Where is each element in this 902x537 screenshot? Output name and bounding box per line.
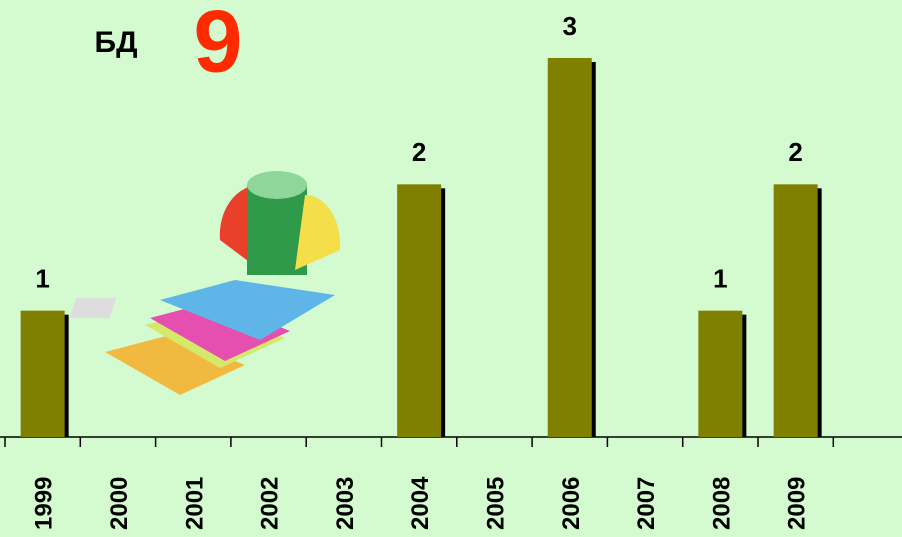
x-tick-label: 2008 bbox=[708, 477, 735, 530]
bar bbox=[547, 58, 592, 437]
clip-art bbox=[69, 171, 341, 395]
x-tick-label: 2004 bbox=[407, 476, 434, 530]
data-label: 2 bbox=[412, 137, 426, 167]
bar bbox=[20, 310, 65, 437]
data-label: 1 bbox=[713, 264, 727, 294]
x-tick-label: 2003 bbox=[332, 477, 359, 530]
badge: 9 bbox=[194, 0, 243, 90]
bar bbox=[773, 184, 818, 437]
x-tick-label: 2007 bbox=[633, 477, 660, 530]
x-tick-label: 2009 bbox=[784, 477, 811, 530]
bar bbox=[397, 184, 442, 437]
x-tick-label: 2002 bbox=[257, 477, 284, 530]
x-tick-label: 2000 bbox=[106, 477, 133, 530]
x-tick-label: 2006 bbox=[558, 477, 585, 530]
data-label: 1 bbox=[35, 264, 49, 294]
x-tick-label: 2005 bbox=[482, 477, 509, 530]
data-label: 3 bbox=[563, 11, 577, 41]
chart-title: БД bbox=[95, 26, 138, 59]
x-tick-label: 2001 bbox=[181, 477, 208, 530]
data-label: 2 bbox=[788, 137, 802, 167]
x-tick-label: 1999 bbox=[31, 477, 58, 530]
bar bbox=[698, 310, 743, 437]
